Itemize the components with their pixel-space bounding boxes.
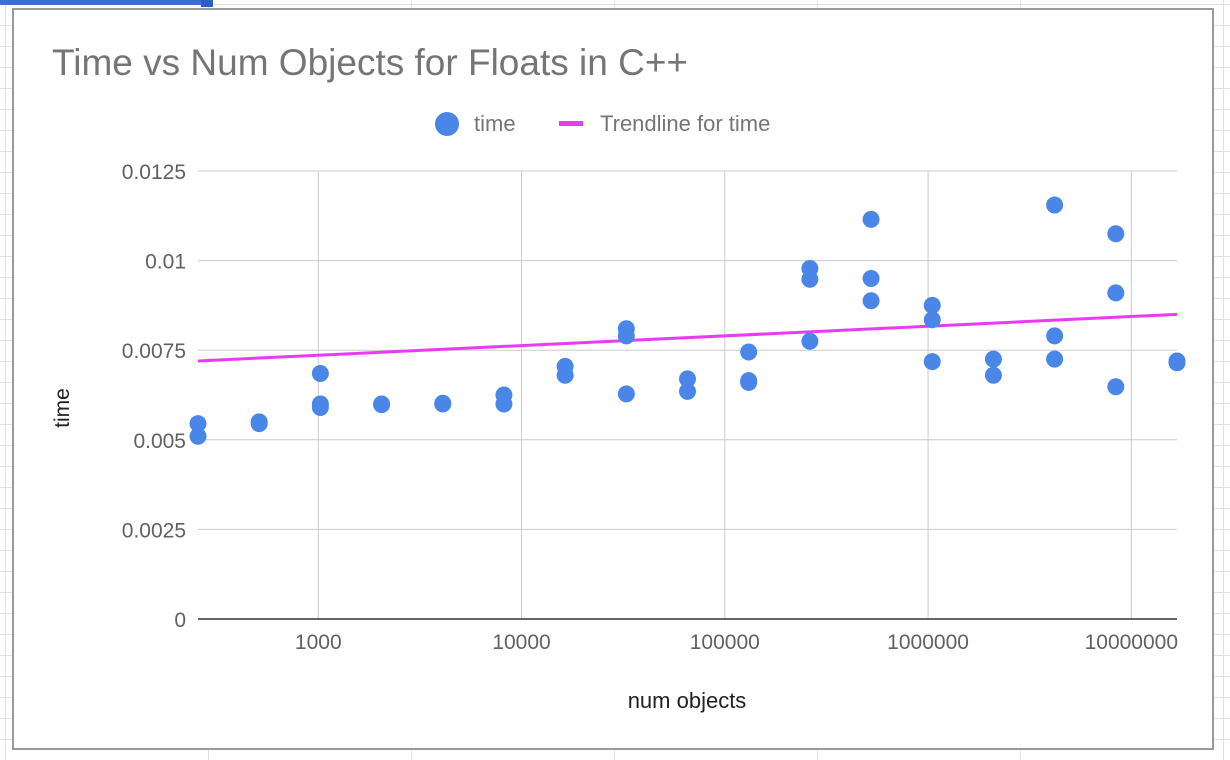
data-point <box>679 382 696 400</box>
cell-selection-bar <box>0 0 205 5</box>
data-point <box>679 370 696 388</box>
chart-title: Time vs Num Objects for Floats in C++ <box>52 42 689 83</box>
data-point <box>617 385 635 403</box>
x-tick-label: 10000000 <box>1085 631 1178 654</box>
data-point <box>923 296 941 314</box>
data-point <box>311 399 329 417</box>
y-tick-label: 0.0075 <box>122 340 186 363</box>
legend-trendline-label: Trendline for time <box>600 111 771 136</box>
data-point <box>311 364 329 382</box>
data-point <box>740 372 758 390</box>
data-point <box>1107 225 1125 243</box>
data-point <box>984 366 1002 384</box>
legend-time-marker-icon <box>435 112 459 136</box>
legend-trendline-marker-icon <box>559 121 583 126</box>
data-point <box>250 415 268 433</box>
data-point <box>189 415 207 433</box>
data-point <box>862 270 880 288</box>
data-point <box>1107 378 1125 396</box>
data-point <box>862 292 880 310</box>
x-tick-label: 100000 <box>690 631 760 654</box>
data-point <box>923 353 941 371</box>
data-point <box>740 343 758 361</box>
data-point <box>189 427 207 445</box>
data-point <box>801 270 819 288</box>
data-point <box>1046 350 1064 368</box>
y-tick-label: 0.01 <box>145 251 186 274</box>
x-tick-label: 10000 <box>492 631 550 654</box>
data-point <box>984 350 1002 368</box>
data-point <box>1046 327 1064 345</box>
selection-fill-handle[interactable] <box>201 0 213 7</box>
y-tick-label: 0.005 <box>133 430 186 453</box>
data-point <box>434 394 452 412</box>
x-tick-label: 1000000 <box>887 631 969 654</box>
trendline <box>197 312 1178 363</box>
x-tick-label: 1000 <box>295 631 342 654</box>
data-point <box>801 332 819 350</box>
y-tick-label: 0 <box>174 609 186 632</box>
legend-time-label: time <box>474 111 516 136</box>
data-point <box>617 327 635 345</box>
x-axis-title: num objects <box>627 688 747 713</box>
data-point <box>373 396 391 414</box>
data-point <box>556 366 574 384</box>
data-point <box>495 395 513 413</box>
data-point <box>1168 354 1186 372</box>
chart-container[interactable] <box>12 8 1214 750</box>
data-point <box>1107 284 1125 302</box>
y-tick-label: 0.0125 <box>122 161 186 184</box>
data-point <box>862 210 880 228</box>
data-point <box>923 311 941 329</box>
data-point <box>1046 196 1064 214</box>
y-tick-label: 0.0025 <box>122 519 186 542</box>
